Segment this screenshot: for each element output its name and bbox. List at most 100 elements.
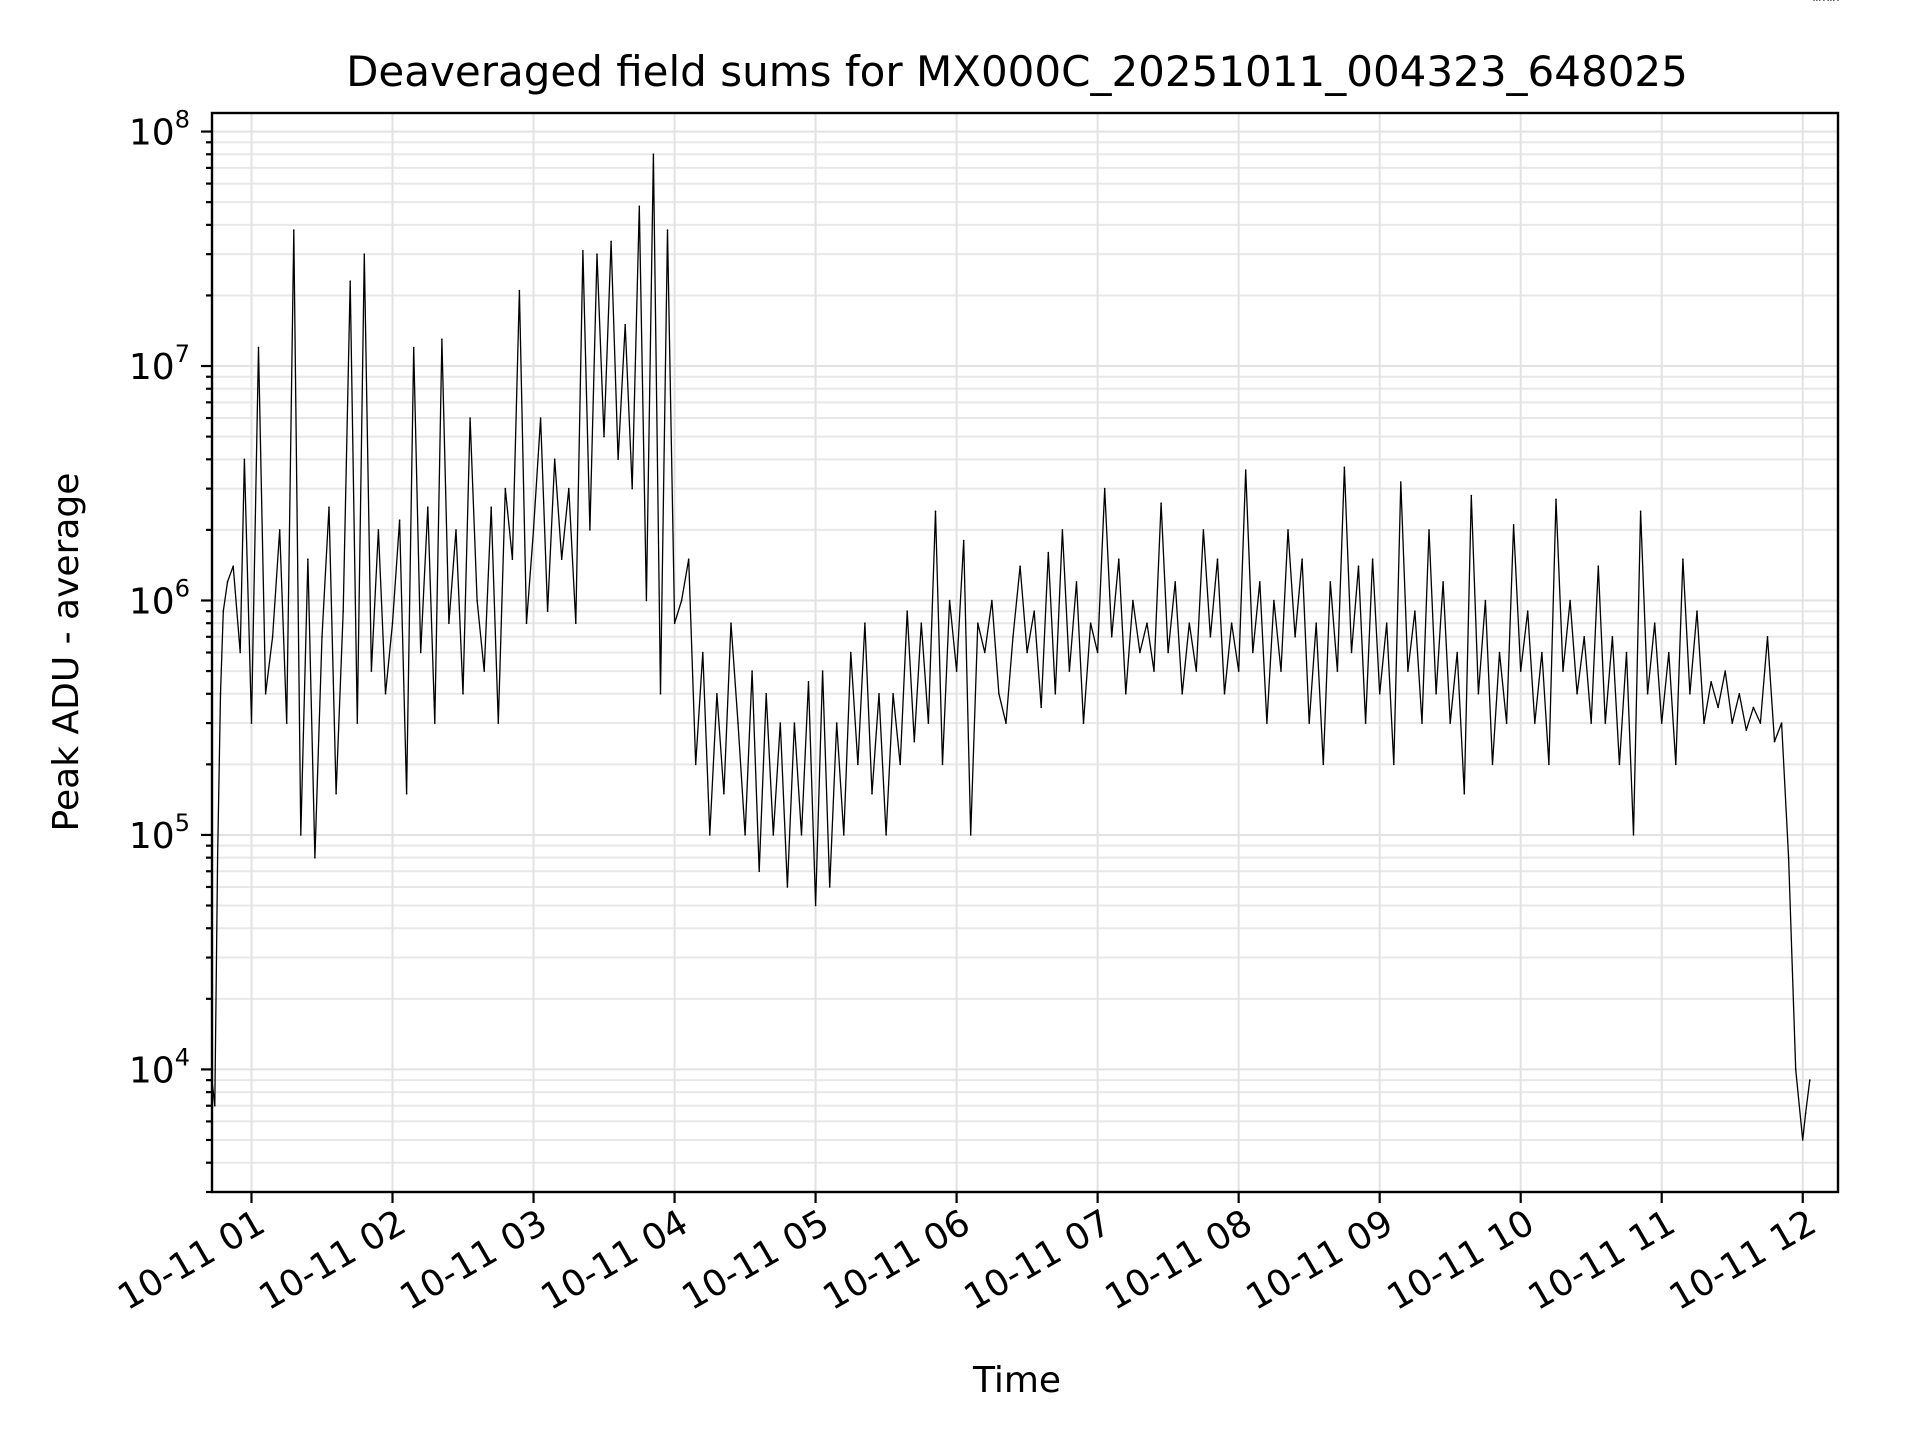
data-point — [575, 622, 577, 624]
data-point — [1583, 636, 1585, 638]
data-point — [758, 870, 760, 873]
data-point — [1125, 693, 1127, 695]
data-point — [645, 599, 648, 602]
data-point — [1343, 466, 1346, 469]
data-point — [1773, 740, 1776, 743]
data-point — [638, 205, 641, 208]
data-point — [307, 558, 309, 560]
data-point — [1428, 529, 1430, 531]
data-point — [250, 722, 253, 724]
data-point — [1259, 581, 1261, 583]
data-point — [1075, 581, 1078, 583]
data-point — [709, 834, 711, 836]
data-point — [356, 722, 359, 724]
data-point — [1498, 651, 1501, 654]
data-point — [1273, 599, 1275, 602]
data-point — [1132, 599, 1134, 602]
data-point — [1181, 693, 1183, 695]
data-point — [800, 834, 803, 836]
data-point — [1827, 0, 1829, 1]
data-point — [1724, 670, 1726, 672]
data-point — [1632, 834, 1635, 836]
data-point — [1223, 693, 1226, 695]
data-point — [1442, 581, 1444, 583]
data-point — [1294, 636, 1296, 638]
data-point — [1110, 636, 1113, 638]
data-point — [1435, 693, 1437, 695]
data-point — [821, 670, 824, 672]
data-point — [1033, 610, 1035, 612]
data-point — [1759, 722, 1762, 724]
data-point — [1682, 558, 1684, 560]
data-point — [469, 417, 471, 419]
data-point — [560, 558, 563, 560]
data-point — [765, 693, 767, 695]
data-point — [1421, 722, 1423, 724]
data-point — [878, 693, 880, 695]
data-point — [232, 565, 234, 567]
data-point — [984, 651, 986, 654]
data-point — [1731, 722, 1733, 724]
data-point — [1103, 487, 1106, 490]
data-point — [1794, 1068, 1797, 1071]
data-point — [239, 651, 241, 654]
y-tick-label-exponent: 4 — [175, 1043, 190, 1071]
chart-title: Deaveraged field sums for MX000C_2025101… — [346, 47, 1688, 96]
data-point — [1555, 498, 1557, 501]
data-point — [1378, 693, 1381, 695]
data-point — [680, 599, 683, 602]
data-point — [1548, 763, 1550, 766]
data-point — [652, 153, 655, 156]
data-point — [1315, 622, 1317, 624]
y-tick-label-base: 10 — [129, 347, 175, 388]
data-point — [694, 763, 697, 766]
data-point — [1167, 651, 1169, 654]
data-point — [1491, 763, 1494, 766]
data-point — [384, 693, 387, 695]
data-point — [1364, 722, 1367, 724]
data-point — [1385, 622, 1388, 624]
data-point — [1625, 651, 1628, 654]
data-point — [1703, 722, 1705, 724]
data-point — [448, 622, 450, 624]
data-point — [1816, 0, 1818, 1]
data-point — [1611, 636, 1614, 638]
data-point — [441, 338, 443, 341]
data-point — [779, 722, 782, 724]
data-point — [610, 240, 612, 243]
data-point — [1833, 0, 1835, 1]
data-point — [1301, 558, 1303, 560]
data-point — [1019, 565, 1021, 567]
data-point — [1322, 763, 1325, 766]
y-tick-label-base: 10 — [129, 816, 175, 857]
data-point — [624, 323, 626, 326]
data-point — [1780, 722, 1783, 724]
y-tick-label-exponent: 8 — [175, 106, 190, 134]
data-point — [1061, 529, 1064, 531]
data-point — [568, 487, 570, 490]
data-point — [342, 610, 345, 612]
data-point — [1809, 1079, 1811, 1081]
data-point — [814, 904, 817, 907]
data-point — [1153, 670, 1155, 672]
data-point — [1371, 558, 1374, 560]
data-point — [617, 458, 619, 461]
data-point — [1787, 856, 1790, 859]
y-tick-label-exponent: 7 — [175, 340, 190, 368]
data-point — [1597, 565, 1600, 567]
data-point — [1047, 551, 1050, 554]
data-point — [532, 529, 535, 531]
data-point — [1512, 524, 1515, 526]
data-point — [1576, 693, 1578, 695]
data-point — [948, 599, 951, 602]
data-point — [412, 346, 415, 349]
data-point — [1618, 763, 1621, 766]
data-point — [751, 670, 753, 672]
data-point — [539, 417, 542, 419]
data-point — [455, 529, 457, 531]
data-point — [328, 506, 330, 509]
data-point — [892, 693, 894, 695]
y-tick-label: 105 — [129, 809, 190, 857]
data-point — [483, 670, 486, 672]
